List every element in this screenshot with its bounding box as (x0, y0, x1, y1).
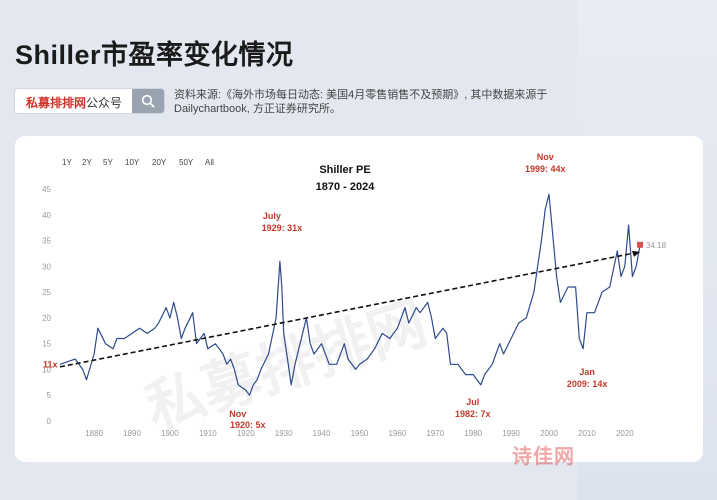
x-tick-label: 1880 (85, 429, 103, 438)
brand-name: 私募排排网 (26, 96, 87, 110)
x-tick-label: 2010 (578, 429, 596, 438)
brand-suffix: 公众号 (86, 96, 123, 110)
trend-arrowhead (632, 250, 640, 257)
x-tick-label: 2000 (540, 429, 558, 438)
series-line (59, 193, 641, 396)
x-tick-label: 1910 (199, 429, 217, 438)
annotation-label: 1920: 5x (230, 420, 266, 430)
range-button-2y[interactable]: 2Y (82, 158, 92, 167)
annotation-label: 2009: 14x (567, 379, 608, 389)
footer-watermark: 诗佳网 (512, 446, 575, 468)
y-tick-label: 45 (42, 185, 51, 194)
x-tick-label: 1990 (502, 429, 520, 438)
annotation-label: Jan (579, 367, 595, 377)
annotation-label: 1929: 31x (262, 223, 303, 233)
y-tick-label: 35 (42, 237, 51, 246)
range-button-10y[interactable]: 10Y (125, 158, 140, 167)
annotation-label: 11x (43, 359, 58, 369)
source-note: 资料来源:《海外市场每日动态: 美国4月零售销售不及预期》, 其中数据来源于Da… (174, 89, 548, 115)
y-tick-label: 25 (42, 288, 51, 297)
chart-title: Shiller PE (319, 164, 370, 176)
chart-subtitle: 1870 - 2024 (316, 181, 376, 193)
search-button[interactable] (132, 89, 164, 113)
annotation-label: July (263, 211, 281, 221)
page-title: Shiller市盈率变化情况 (15, 40, 294, 70)
x-axis: 1880 1890 1900 1910 1920 1930 1940 1950 1960 1970… (85, 429, 634, 438)
annotation-label: Nov (229, 409, 246, 419)
y-tick-label: 5 (47, 391, 52, 400)
range-buttons: 1Y 2Y 5Y 10Y 20Y 50Y All (62, 158, 214, 167)
y-tick-label: 10 (42, 365, 51, 374)
x-tick-label: 1960 (388, 429, 406, 438)
search-icon (141, 94, 155, 108)
range-button-1y[interactable]: 1Y (62, 158, 72, 167)
chart-card: 1Y 2Y 5Y 10Y 20Y 50Y All 私募排排网 Shiller PE 1870… (15, 136, 703, 462)
annotation-label: Nov (537, 152, 554, 162)
y-tick-label: 15 (42, 340, 51, 349)
range-button-20y[interactable]: 20Y (152, 158, 167, 167)
last-value-label: 34.18 (646, 241, 667, 250)
x-tick-label: 2020 (616, 429, 634, 438)
x-tick-label: 1930 (275, 429, 293, 438)
x-tick-label: 1980 (464, 429, 482, 438)
search-label: 私募排排网公众号 (26, 94, 122, 111)
range-button-50y[interactable]: 50Y (179, 158, 194, 167)
y-tick-label: 40 (42, 211, 51, 220)
y-axis: 0 5 10 15 20 25 30 35 40 45 (42, 185, 51, 426)
chart-watermark: 私募排排网 (138, 288, 435, 442)
trend-line (59, 251, 641, 368)
last-value-marker (637, 241, 643, 248)
x-tick-label: 1920 (237, 429, 255, 438)
x-tick-label: 1890 (123, 429, 141, 438)
annotation-label: 1982: 7x (455, 409, 491, 419)
x-tick-label: 1950 (351, 429, 369, 438)
range-button-all[interactable]: All (205, 158, 214, 167)
y-tick-label: 30 (42, 262, 51, 271)
shiller-pe-chart: 1Y 2Y 5Y 10Y 20Y 50Y All 私募排排网 Shiller PE 1870… (42, 152, 667, 443)
y-tick-label: 20 (42, 314, 51, 323)
annotation-label: Jul (466, 397, 479, 407)
y-tick-label: 0 (47, 417, 52, 426)
x-tick-label: 1970 (426, 429, 444, 438)
x-tick-label: 1940 (313, 429, 331, 438)
range-button-5y[interactable]: 5Y (103, 158, 113, 167)
series-layer (59, 193, 641, 396)
annotation-label: 1999: 44x (525, 164, 566, 174)
x-tick-label: 1900 (161, 429, 179, 438)
